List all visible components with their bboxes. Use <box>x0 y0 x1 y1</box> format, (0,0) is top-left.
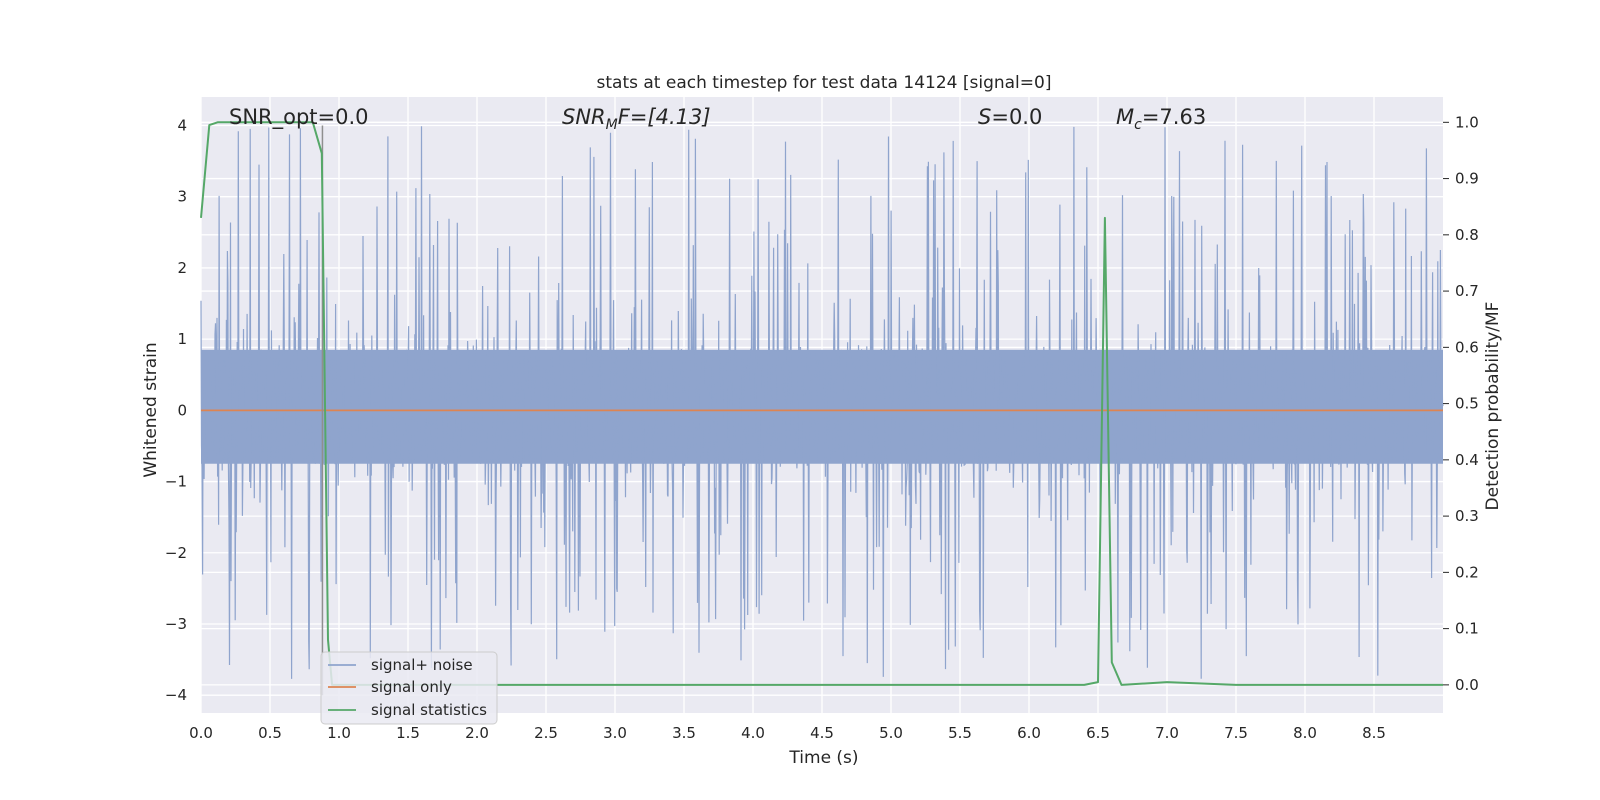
y2-tick-label: 0.9 <box>1455 170 1479 188</box>
series-signal-plus-noise <box>200 126 1444 679</box>
annotation-s-rest: =0.0 <box>991 105 1042 129</box>
y2-tick-label: 1.0 <box>1455 113 1479 131</box>
x-tick-label: 0.5 <box>258 724 282 742</box>
y2-axis-ticks: 1.0 0.9 0.8 0.7 0.6 0.5 0.4 0.3 0.2 0.1 0.0 <box>1443 113 1479 694</box>
x-tick-label: 8.0 <box>1293 724 1317 742</box>
y-tick-label: 3 <box>177 188 187 206</box>
y-tick-label: 4 <box>177 116 187 134</box>
x-tick-label: 8.5 <box>1362 724 1386 742</box>
x-tick-label: 1.0 <box>327 724 351 742</box>
legend-label-signal-only: signal only <box>371 678 452 696</box>
x-tick-label: 1.5 <box>396 724 420 742</box>
y-tick-label: 0 <box>177 401 187 419</box>
noise-line <box>200 126 1444 679</box>
series-signal-statistics <box>200 121 1443 686</box>
x-axis-ticks: 0.0 0.5 1.0 1.5 2.0 2.5 3.0 3.5 4.0 4.5 5.0 5.5 6.0 6… <box>189 724 1386 742</box>
x-tick-label: 3.0 <box>603 724 627 742</box>
x-tick-label: 4.0 <box>741 724 765 742</box>
x-axis-label: Time (s) <box>788 748 858 768</box>
y2-tick-label: 0.2 <box>1455 563 1479 581</box>
y2-tick-label: 0.4 <box>1455 451 1479 469</box>
x-tick-label: 2.5 <box>534 724 558 742</box>
annotation-snr-mf: SNRMF=[4.13] <box>562 105 711 133</box>
y2-tick-label: 0.6 <box>1455 338 1479 356</box>
y2-axis-label: Detection probability/MF <box>1483 302 1503 511</box>
annotation-snr-opt: SNR_opt=0.0 <box>229 105 369 130</box>
annotation-mc-main: M <box>1116 105 1134 129</box>
annotation-snr-mf-rest: F=[4.13] <box>618 105 711 129</box>
y2-tick-label: 0.7 <box>1455 282 1479 300</box>
annotation-mc-rest: =7.63 <box>1142 105 1206 129</box>
signal-statistics-line <box>200 121 1443 686</box>
chart-title: stats at each timestep for test data 141… <box>597 73 1052 93</box>
y2-tick-label: 0.5 <box>1455 395 1479 413</box>
x-tick-label: 5.5 <box>948 724 972 742</box>
y2-tick-label: 0.0 <box>1455 676 1479 694</box>
y-tick-label: −2 <box>165 544 187 562</box>
y-tick-label: 1 <box>177 330 187 348</box>
x-tick-label: 4.5 <box>810 724 834 742</box>
y2-tick-label: 0.1 <box>1455 620 1479 638</box>
x-tick-label: 6.0 <box>1017 724 1041 742</box>
annotation-s-main: S <box>978 105 991 129</box>
y-tick-label: −3 <box>165 615 187 633</box>
x-tick-label: 3.5 <box>672 724 696 742</box>
legend-label-signal-plus-noise: signal+ noise <box>371 656 473 674</box>
annotation-snr-mf-sub: M <box>606 117 618 133</box>
legend-box <box>320 651 498 725</box>
annotation-s: S=0.0 <box>978 105 1042 129</box>
annotation-mc: Mc=7.63 <box>1116 105 1206 133</box>
x-tick-label: 5.0 <box>879 724 903 742</box>
x-tick-label: 7.0 <box>1155 724 1179 742</box>
x-tick-label: 7.5 <box>1224 724 1248 742</box>
x-tick-label: 0.0 <box>189 724 213 742</box>
legend-label-signal-statistics: signal statistics <box>371 701 487 719</box>
y-axis-label: Whitened strain <box>141 342 161 477</box>
annotation-mc-sub: c <box>1134 117 1142 133</box>
y-tick-label: −1 <box>165 473 187 491</box>
legend: signal+ noise signal only signal statist… <box>320 651 498 725</box>
y2-tick-label: 0.3 <box>1455 507 1479 525</box>
y-axis-ticks: 4 3 2 1 0 −1 −2 −3 −4 <box>165 116 187 704</box>
y-tick-label: 2 <box>177 259 187 277</box>
y-tick-label: −4 <box>165 686 187 704</box>
x-tick-label: 2.0 <box>465 724 489 742</box>
annotation-snr-mf-main: SNR <box>562 105 606 129</box>
y2-tick-label: 0.8 <box>1455 226 1479 244</box>
x-tick-label: 6.5 <box>1086 724 1110 742</box>
